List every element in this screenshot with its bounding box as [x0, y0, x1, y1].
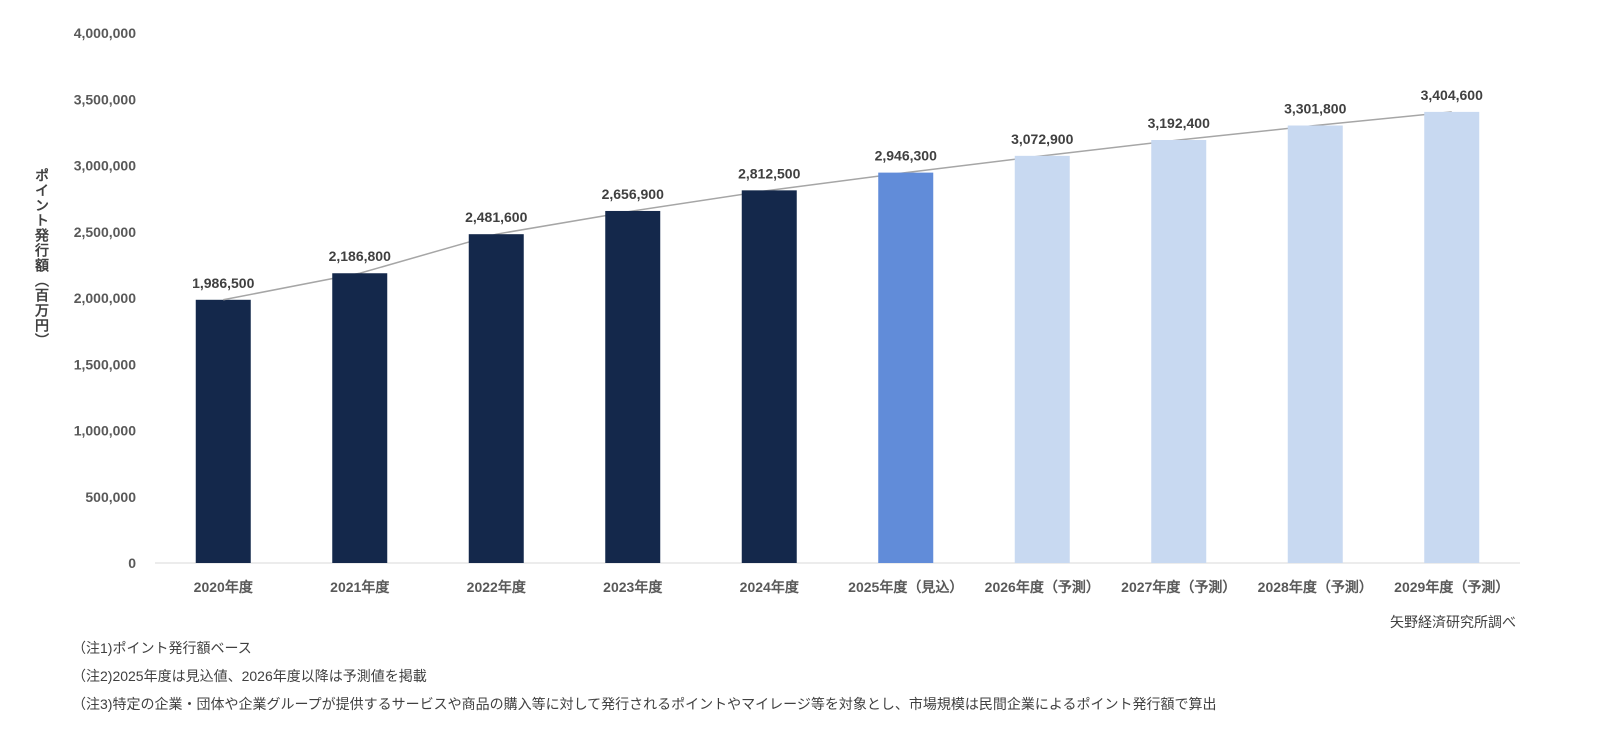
y-tick-label: 500,000 [85, 489, 136, 505]
trend-line [223, 111, 1452, 301]
data-label: 2,656,900 [602, 186, 664, 202]
x-tick-label: 2020年度 [194, 579, 254, 595]
y-tick-label: 3,000,000 [74, 158, 136, 174]
note-2: （注2)2025年度は見込値、2026年度以降は予測値を掲載 [72, 668, 427, 684]
x-tick-label: 2024年度 [740, 579, 800, 595]
x-tick-label: 2028年度（予測） [1258, 579, 1373, 595]
bar [195, 299, 251, 563]
y-tick-label: 4,000,000 [74, 25, 136, 41]
bar [605, 210, 661, 563]
y-tick-label: 0 [128, 555, 136, 571]
bar [878, 172, 934, 564]
data-label: 3,404,600 [1421, 87, 1483, 103]
data-label: 3,192,400 [1148, 115, 1210, 131]
y-tick-label: 1,500,000 [74, 356, 136, 372]
data-label: 3,301,800 [1284, 101, 1346, 117]
data-label: 2,812,500 [738, 165, 800, 181]
bar [1014, 155, 1070, 563]
note-3: （注3)特定の企業・団体や企業グループが提供するサービスや商品の購入等に対して発… [72, 696, 1217, 712]
y-tick-label: 2,000,000 [74, 290, 136, 306]
x-tick-label: 2026年度（予測） [985, 579, 1100, 595]
x-tick-label: 2025年度（見込） [848, 579, 963, 595]
x-tick-label: 2029年度（予測） [1394, 579, 1509, 595]
y-tick-label: 1,000,000 [74, 423, 136, 439]
x-tick-label: 2027年度（予測） [1121, 579, 1236, 595]
data-label: 2,481,600 [465, 209, 527, 225]
bar [741, 190, 797, 563]
bar [1151, 140, 1207, 563]
data-label: 2,186,800 [329, 248, 391, 264]
data-label: 3,072,900 [1011, 131, 1073, 147]
y-tick-label: 2,500,000 [74, 224, 136, 240]
bar [468, 234, 524, 564]
source-note: 矢野経済研究所調べ [1390, 614, 1516, 630]
bar [1287, 125, 1343, 563]
bar [332, 273, 388, 563]
x-tick-label: 2021年度 [330, 579, 390, 595]
data-label: 1,986,500 [192, 275, 254, 291]
data-label: 2,946,300 [875, 148, 937, 164]
x-tick-label: 2023年度 [603, 579, 663, 595]
y-tick-label: 3,500,000 [74, 91, 136, 107]
y-axis-title: ポイント発行額（百万円） [34, 168, 50, 348]
bar [1424, 111, 1480, 563]
note-1: （注1)ポイント発行額ベース [72, 640, 252, 656]
x-tick-label: 2022年度 [467, 579, 527, 595]
